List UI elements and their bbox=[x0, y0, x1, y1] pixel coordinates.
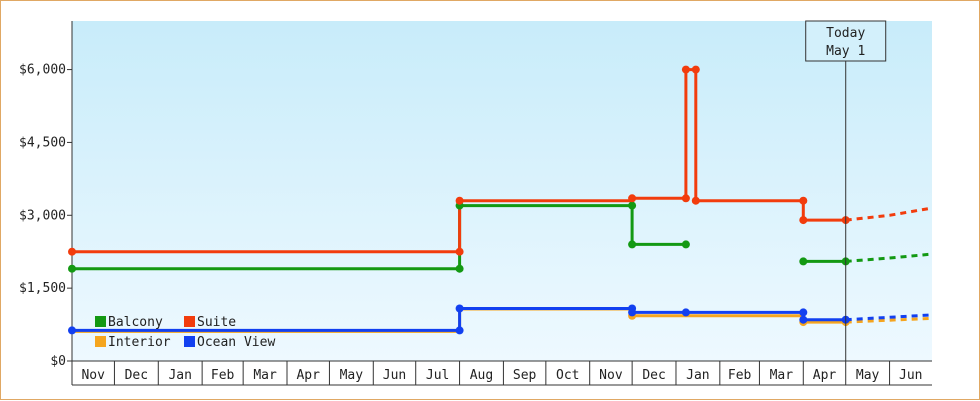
legend-swatch-balcony bbox=[95, 316, 106, 327]
today-label-box bbox=[805, 20, 887, 62]
y-tick-label: $0 bbox=[50, 354, 66, 369]
suite-data-point bbox=[799, 216, 808, 225]
x-tick-label: Sep bbox=[513, 368, 537, 383]
x-tick-label: Dec bbox=[125, 368, 148, 383]
x-tick-label: Oct bbox=[556, 368, 579, 383]
balcony-data-point bbox=[68, 264, 76, 273]
ocean-view-data-point bbox=[799, 308, 808, 317]
legend: Balcony Suite Interior Ocean View bbox=[95, 315, 275, 350]
ocean-view-data-point bbox=[455, 304, 464, 313]
x-tick-label: Dec bbox=[642, 368, 665, 383]
x-tick-label: Feb bbox=[728, 368, 752, 383]
x-tick-label: Jan bbox=[168, 368, 191, 383]
x-tick-label: Jun bbox=[383, 368, 406, 383]
x-tick-label: Apr bbox=[296, 368, 320, 383]
interior-forecast-line bbox=[845, 316, 933, 324]
legend-swatch-ocean-view bbox=[184, 336, 195, 347]
legend-label-balcony: Balcony bbox=[108, 315, 163, 330]
ocean-view-data-point bbox=[799, 315, 808, 324]
balcony-data-point bbox=[628, 240, 637, 249]
suite-data-point bbox=[691, 196, 700, 205]
legend-label-suite: Suite bbox=[197, 315, 236, 330]
legend-label-interior: Interior bbox=[108, 335, 171, 350]
legend-label-ocean-view: Ocean View bbox=[197, 335, 275, 350]
balcony-data-point bbox=[799, 257, 808, 266]
suite-data-point bbox=[681, 65, 690, 74]
ocean-view-forecast-line bbox=[845, 313, 933, 322]
x-tick-label: May bbox=[856, 368, 880, 383]
balcony-series-line bbox=[72, 204, 686, 271]
x-tick-label: Aug bbox=[470, 368, 493, 383]
suite-data-point bbox=[68, 247, 76, 256]
suite-forecast-line bbox=[845, 206, 933, 222]
legend-swatch-suite bbox=[184, 316, 195, 327]
x-tick-label: Feb bbox=[211, 368, 235, 383]
ocean-view-data-point bbox=[681, 308, 690, 317]
suite-data-point bbox=[628, 194, 637, 203]
suite-data-point bbox=[455, 196, 464, 205]
suite-data-point bbox=[681, 194, 690, 203]
y-tick-label: $4,500 bbox=[19, 135, 66, 150]
y-tick-label: $3,000 bbox=[19, 208, 66, 223]
x-tick-label: Mar bbox=[770, 368, 794, 383]
x-tick-label: Jul bbox=[426, 368, 449, 383]
x-tick-label: Nov bbox=[81, 368, 105, 383]
today-marker: Today May 1 bbox=[805, 20, 887, 361]
axes: $0 $1,500 $3,000 $4,500 $6,000 Nov Dec Jan Feb Ma… bbox=[19, 21, 932, 386]
balcony-data-point bbox=[681, 240, 690, 249]
today-label-line2: May 1 bbox=[826, 44, 865, 59]
legend-swatch-interior bbox=[95, 336, 106, 347]
series-markers bbox=[68, 65, 850, 335]
today-label-line1: Today bbox=[826, 26, 865, 41]
balcony-data-point bbox=[455, 264, 464, 273]
ocean-view-data-point bbox=[68, 326, 76, 335]
y-tick-label: $6,000 bbox=[19, 63, 66, 78]
suite-data-point bbox=[455, 247, 464, 256]
y-tick-label: $1,500 bbox=[19, 281, 66, 296]
ocean-view-data-point bbox=[628, 308, 637, 317]
x-tick-label: Mar bbox=[253, 368, 277, 383]
suite-data-point bbox=[691, 65, 700, 74]
balcony-data-point bbox=[628, 201, 637, 210]
suite-data-point bbox=[799, 196, 808, 205]
x-tick-label: Jan bbox=[686, 368, 709, 383]
x-tick-label: Nov bbox=[599, 368, 623, 383]
plot-area-background bbox=[72, 21, 932, 361]
balcony-forecast-line bbox=[845, 252, 933, 263]
x-tick-label: May bbox=[340, 368, 364, 383]
ocean-view-data-point bbox=[455, 326, 464, 335]
x-tick-label: Jun bbox=[899, 368, 922, 383]
x-tick-label: Apr bbox=[813, 368, 837, 383]
